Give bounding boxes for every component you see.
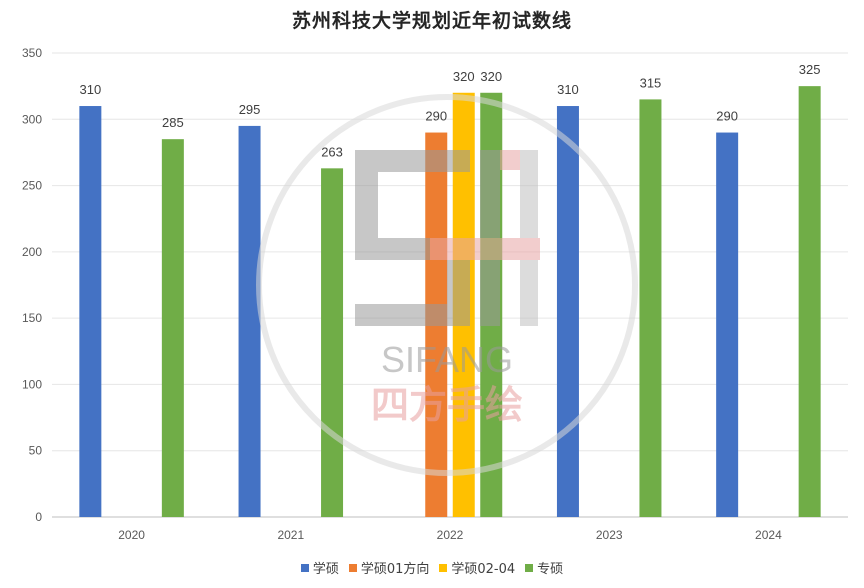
- data-label: 310: [557, 82, 579, 97]
- y-tick-label: 150: [22, 311, 42, 325]
- legend: 学硕 学硕01方向 学硕02-04 专硕: [0, 558, 864, 577]
- y-tick-label: 250: [22, 179, 42, 193]
- data-label: 320: [480, 69, 502, 84]
- bar: [639, 99, 662, 518]
- y-axis: 0 50 100 150 200 250 300 350: [22, 46, 42, 524]
- bar: [798, 86, 821, 518]
- data-label: 290: [716, 109, 738, 124]
- legend-swatch: [348, 564, 357, 572]
- legend-item: 学硕: [300, 558, 339, 577]
- legend-swatch: [525, 564, 534, 572]
- data-label: 263: [321, 144, 343, 159]
- y-tick-label: 100: [22, 377, 42, 391]
- data-label: 310: [79, 82, 101, 97]
- data-label: 285: [162, 115, 184, 130]
- x-tick-label: 2023: [596, 528, 623, 542]
- watermark-logo-icon: [355, 150, 540, 326]
- bar: [716, 132, 739, 518]
- legend-label: 专硕: [537, 562, 564, 577]
- x-tick-label: 2021: [277, 528, 304, 542]
- legend-label: 学硕02-04: [451, 562, 516, 577]
- bar: [238, 125, 261, 518]
- watermark-latin-text: SIFANG: [381, 339, 513, 380]
- legend-label: 学硕: [312, 562, 339, 577]
- x-tick-label: 2020: [118, 528, 145, 542]
- chart-title: 苏州科技大学规划近年初试数线: [291, 10, 572, 32]
- legend-swatch: [300, 564, 309, 572]
- data-label: 315: [640, 75, 662, 90]
- watermark-ring: [256, 94, 638, 476]
- y-tick-label: 300: [22, 112, 42, 126]
- y-tick-label: 50: [29, 444, 43, 458]
- bar: [321, 168, 344, 517]
- sifang-watermark: SIFANG 四方手绘: [256, 94, 638, 476]
- y-tick-label: 0: [35, 510, 42, 524]
- legend-item: 学硕02-04: [439, 558, 515, 577]
- legend-item: 专硕: [525, 558, 563, 577]
- data-labels: 310 285 295 263 290 320 320 310 315 290 325: [79, 62, 820, 159]
- x-axis: 2020 2021 2022 2023 2024: [118, 528, 782, 542]
- data-label: 290: [425, 109, 447, 124]
- bar: [161, 139, 184, 517]
- bars: [79, 86, 821, 518]
- legend-item: 学硕01方向: [348, 558, 430, 577]
- data-label: 295: [239, 102, 261, 117]
- watermark-chinese-text: 四方手绘: [371, 383, 523, 427]
- data-label: 320: [453, 69, 475, 84]
- data-label: 325: [799, 62, 821, 77]
- legend-label: 学硕01方向: [360, 562, 430, 577]
- x-tick-label: 2022: [437, 528, 464, 542]
- y-tick-label: 200: [22, 245, 42, 259]
- bar: [79, 106, 102, 518]
- x-tick-label: 2024: [755, 528, 782, 542]
- legend-swatch: [439, 564, 448, 572]
- bar: [556, 106, 579, 518]
- y-tick-label: 350: [22, 46, 42, 60]
